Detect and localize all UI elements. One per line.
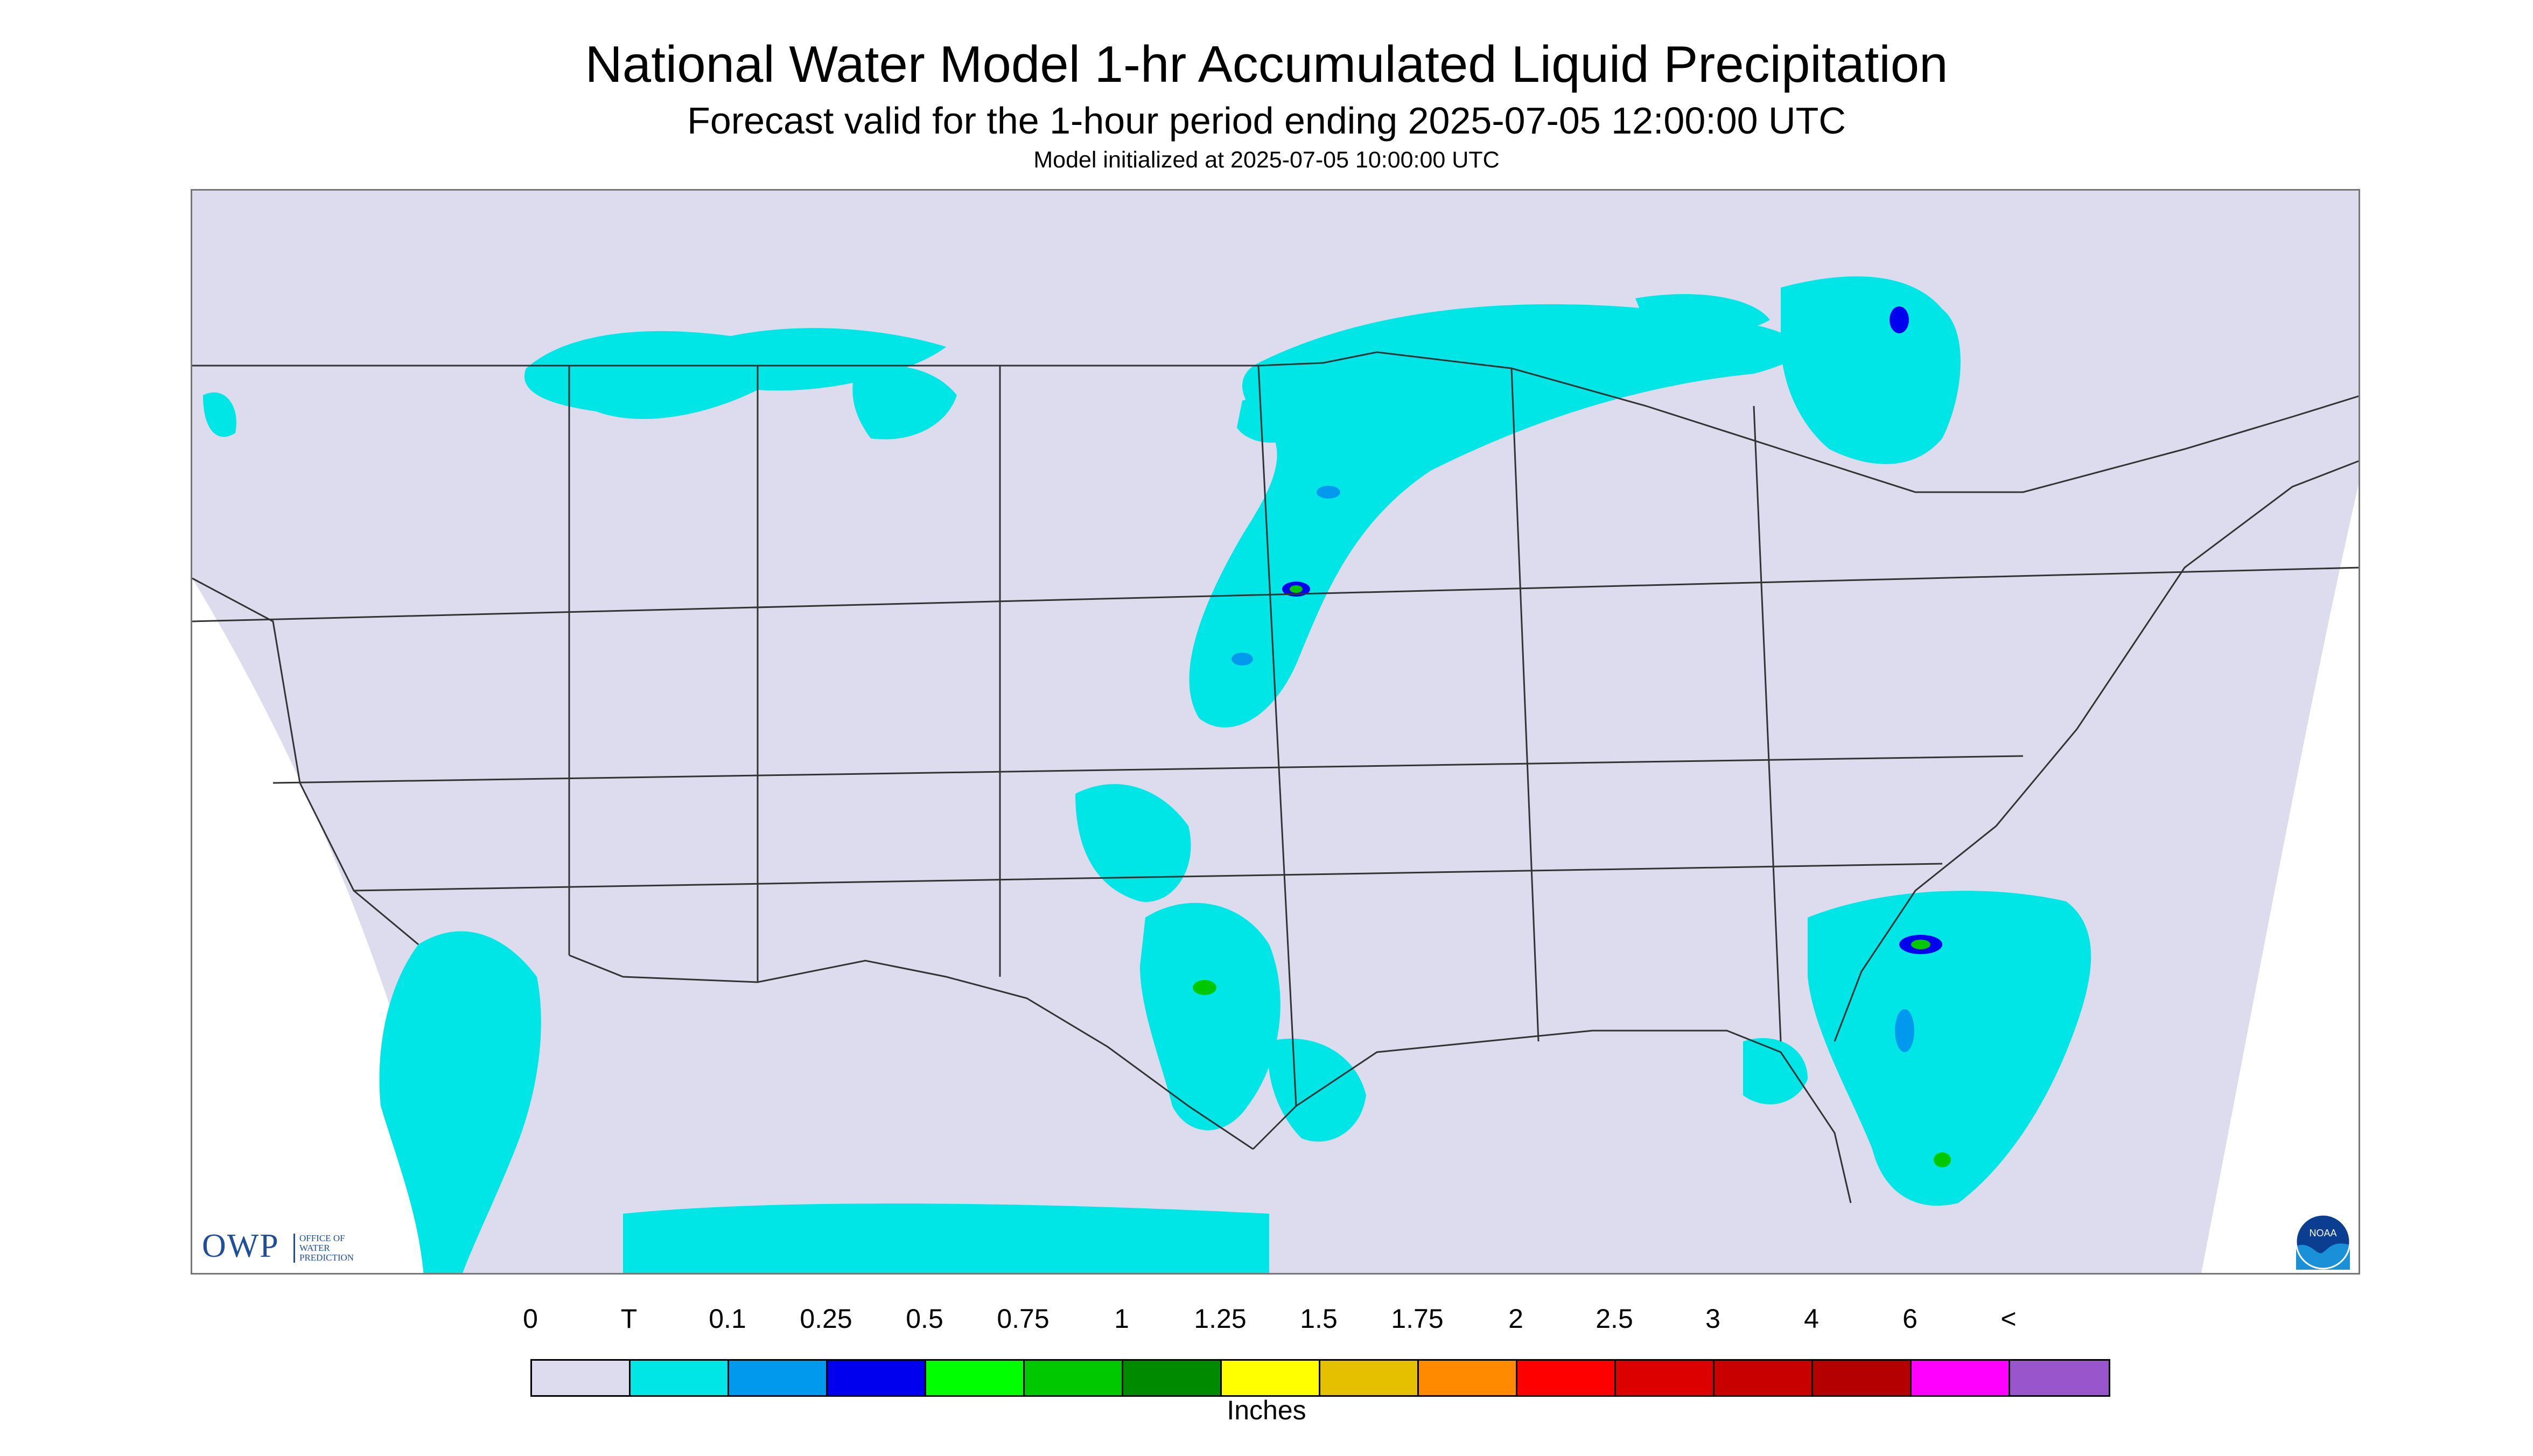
- gulf-coast: [1252, 1030, 1852, 1203]
- core-iowa: [1231, 653, 1253, 666]
- legend-label-9: 1.75: [1391, 1304, 1444, 1334]
- legend-swatch-4: [926, 1361, 1025, 1395]
- us-mexico-border: [569, 954, 1254, 1150]
- outside-domain-right: [2201, 485, 2359, 1273]
- legend-swatch-1: [631, 1361, 729, 1395]
- precip-trace-areas: [203, 276, 2091, 1273]
- legend-swatch-10: [1517, 1361, 1616, 1395]
- legend-label-0: 0: [523, 1304, 538, 1334]
- precip-north-dakota: [852, 366, 957, 439]
- legend-label-8: 1.5: [1300, 1304, 1338, 1334]
- legend-label-12: 3: [1705, 1304, 1720, 1334]
- precip-montana: [524, 328, 946, 419]
- noaa-logo-text: NOAA: [2309, 1228, 2336, 1238]
- legend-label-15: <: [2000, 1304, 2017, 1334]
- precip-pacific-northwest: [203, 392, 236, 437]
- map-canvas: [192, 191, 2359, 1273]
- precip-minnesota-extra: [1237, 397, 1303, 443]
- us-canada-border: [192, 351, 2359, 493]
- precip-quebec: [1781, 276, 1961, 464]
- legend-units: Inches: [1227, 1395, 1306, 1425]
- legend-swatch-8: [1320, 1361, 1419, 1395]
- state-line-4: [1257, 365, 1297, 1107]
- precipitation-map: OWP OFFICE OF WATER PREDICTION NOAA: [191, 189, 2360, 1275]
- owp-sub-line-2: WATER: [299, 1243, 330, 1253]
- precip-gulf-coast: [1268, 1038, 1366, 1142]
- legend-swatch-3: [828, 1361, 926, 1395]
- legend-labels: 0 T 0.1 0.25 0.5 0.75 1 1.25 1.5 1.75 2 2.5 3 4 6 <: [523, 1303, 2018, 1341]
- legend-colorbar: [530, 1359, 2110, 1397]
- core-texas: [1193, 980, 1216, 995]
- legend-swatch-11: [1616, 1361, 1715, 1395]
- legend-label-7: 1.25: [1194, 1304, 1247, 1334]
- legend-label-3: 0.25: [800, 1304, 852, 1334]
- legend-swatch-7: [1222, 1361, 1320, 1395]
- core-southeast-4: [1934, 1152, 1951, 1167]
- legend-label-11: 2.5: [1596, 1304, 1633, 1334]
- legend-swatch-2: [729, 1361, 828, 1395]
- model-init-text: Model initialized at 2025-07-05 10:00:00…: [1033, 147, 1500, 173]
- state-line-6: [1753, 405, 1782, 1042]
- legend-swatch-14: [1912, 1361, 2010, 1395]
- core-southeast-2: [1911, 940, 1930, 949]
- legend-swatch-12: [1715, 1361, 1813, 1395]
- legend-label-13: 4: [1804, 1304, 1819, 1334]
- map-title: National Water Model 1-hr Accumulated Li…: [585, 36, 1948, 93]
- legend-label-6: 1: [1114, 1304, 1129, 1334]
- precip-ontario: [1635, 294, 1770, 333]
- legend-swatch-0: [532, 1361, 631, 1395]
- legend: 0 T 0.1 0.25 0.5 0.75 1 1.25 1.5 1.75 2 2.5 3 4 6 <: [523, 1303, 2110, 1397]
- precip-southeast-coast: [1808, 891, 2091, 1206]
- legend-label-2: 0.1: [709, 1304, 746, 1334]
- legend-label-4: 0.5: [906, 1304, 943, 1334]
- owp-logo: OWP OFFICE OF WATER PREDICTION: [202, 1227, 374, 1270]
- map-subtitle: Forecast valid for the 1-hour period end…: [687, 100, 1846, 142]
- legend-swatch-6: [1123, 1361, 1222, 1395]
- precip-texas: [1140, 902, 1281, 1130]
- noaa-logo: NOAA: [2295, 1214, 2351, 1270]
- core-minnesota-1: [1317, 486, 1340, 499]
- precip-baja: [379, 931, 541, 1273]
- political-boundaries: [192, 351, 2359, 1203]
- legend-swatch-13: [1813, 1361, 1912, 1395]
- owp-sub-line-1: OFFICE OF: [299, 1233, 345, 1243]
- legend-swatch-15: [2010, 1361, 2109, 1395]
- state-line-7: [192, 566, 2359, 622]
- precip-southern-plains: [1075, 784, 1191, 902]
- legend-swatch-5: [1025, 1361, 1123, 1395]
- precip-mexico-south: [623, 1203, 1269, 1273]
- title-block: National Water Model 1-hr Accumulated Li…: [0, 32, 2533, 176]
- owp-logo-subtext: OFFICE OF WATER PREDICTION: [293, 1234, 354, 1263]
- owp-logo-text: OWP: [202, 1228, 279, 1264]
- precip-heavier-cores: [1193, 306, 1951, 1167]
- state-line-5: [1510, 368, 1540, 1042]
- precip-florida: [1743, 1038, 1808, 1104]
- core-quebec: [1890, 306, 1909, 333]
- legend-swatch-9: [1419, 1361, 1517, 1395]
- core-southeast-3: [1895, 1009, 1914, 1052]
- legend-label-10: 2: [1508, 1304, 1523, 1334]
- legend-label-5: 0.75: [997, 1304, 1049, 1334]
- precip-upper-midwest-band: [1189, 304, 1801, 727]
- legend-label-14: 6: [1902, 1304, 1918, 1334]
- legend-label-1: T: [620, 1304, 638, 1334]
- core-minnesota-3: [1290, 585, 1303, 593]
- state-line-8: [272, 755, 2024, 784]
- state-line-9: [353, 863, 1943, 892]
- atlantic-coast: [1834, 460, 2359, 1042]
- owp-sub-line-3: PREDICTION: [299, 1252, 354, 1263]
